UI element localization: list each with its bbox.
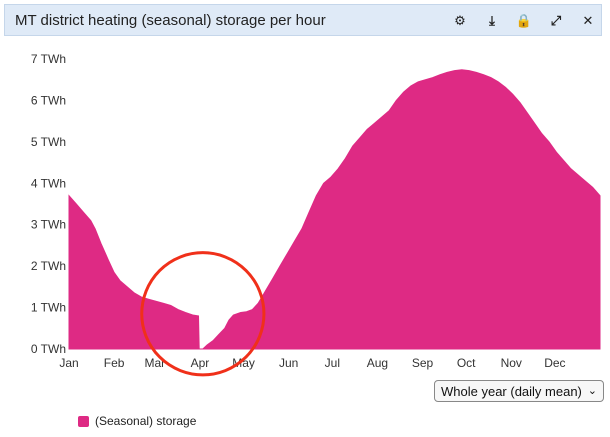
y-tick-label: 1 TWh bbox=[31, 301, 66, 315]
x-tick-label: Nov bbox=[501, 356, 522, 370]
x-tick-label: Dec bbox=[544, 356, 565, 370]
y-tick-label: 4 TWh bbox=[31, 176, 66, 190]
download-icon[interactable]: ⤓ bbox=[489, 13, 495, 29]
x-tick-label: Aug bbox=[367, 356, 388, 370]
x-tick-label: Oct bbox=[457, 356, 476, 370]
period-select-value: Whole year (daily mean) bbox=[441, 383, 582, 399]
x-tick-label: May bbox=[232, 356, 255, 370]
close-icon[interactable]: ✕ bbox=[582, 13, 594, 29]
highlight-circle bbox=[140, 251, 266, 377]
y-tick-label: 5 TWh bbox=[31, 135, 66, 149]
settings-icon[interactable]: ⚙ bbox=[454, 13, 466, 29]
period-select[interactable]: Whole year (daily mean) ⌄ bbox=[434, 380, 604, 402]
expand-icon[interactable]: ⤢ bbox=[550, 13, 562, 29]
lock-icon[interactable]: 🔒 bbox=[515, 13, 533, 29]
y-tick-label: 7 TWh bbox=[31, 52, 66, 66]
x-tick-label: Jun bbox=[279, 356, 298, 370]
plot-area bbox=[68, 69, 601, 350]
annotation-layer bbox=[140, 251, 266, 377]
series-area[interactable] bbox=[68, 69, 601, 350]
x-tick-label: Jan bbox=[59, 356, 78, 370]
x-axis: Jan Feb Mar Apr May Jun Jul Aug Sep Oct Nov Dec bbox=[59, 356, 565, 370]
y-tick-label: 3 TWh bbox=[31, 218, 66, 232]
chart-area: 0 TWh 1 TWh 2 TWh 3 TWh 4 TWh 5 TWh 6 TWh 7 TWh… bbox=[31, 52, 601, 377]
chevron-down-icon: ⌄ bbox=[587, 384, 597, 397]
x-tick-label: Sep bbox=[412, 356, 434, 370]
x-tick-label: Apr bbox=[191, 356, 210, 370]
x-tick-label: Feb bbox=[104, 356, 125, 370]
y-tick-label: 6 TWh bbox=[31, 93, 66, 107]
chart-header: MT district heating (seasonal) storage p… bbox=[4, 4, 602, 36]
y-tick-label: 0 TWh bbox=[31, 342, 66, 356]
legend[interactable]: (Seasonal) storage bbox=[78, 414, 196, 428]
x-tick-label: Jul bbox=[325, 356, 340, 370]
chart-title: MT district heating (seasonal) storage p… bbox=[15, 12, 326, 29]
y-axis: 0 TWh 1 TWh 2 TWh 3 TWh 4 TWh 5 TWh 6 TWh 7 TWh bbox=[31, 52, 66, 356]
x-tick-label: Mar bbox=[144, 356, 165, 370]
y-tick-label: 2 TWh bbox=[31, 259, 66, 273]
legend-swatch bbox=[78, 415, 89, 427]
legend-label: (Seasonal) storage bbox=[95, 414, 197, 428]
